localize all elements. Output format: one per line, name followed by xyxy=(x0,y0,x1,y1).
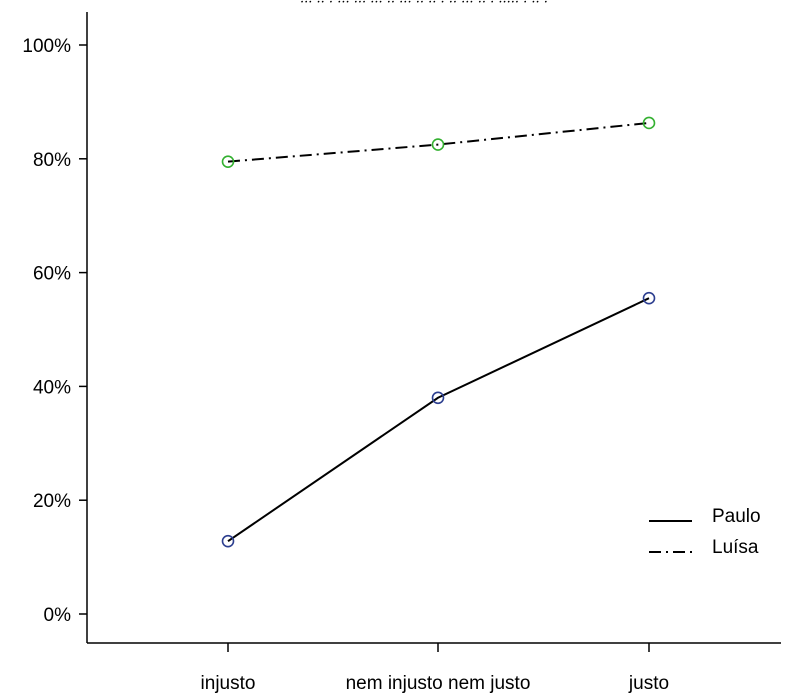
axes xyxy=(86,12,781,644)
data-point-luísa xyxy=(642,116,656,130)
x-tick-label: nem injusto nem justo xyxy=(346,673,531,693)
legend: Paulo Luísa xyxy=(649,506,761,558)
y-tick-label: 20% xyxy=(33,491,71,512)
y-tick-label: 60% xyxy=(33,264,71,285)
x-tick-label: injusto xyxy=(201,673,256,693)
y-tick-label: 40% xyxy=(33,377,71,398)
data-point-luísa xyxy=(221,155,235,168)
data-point-paulo xyxy=(642,291,656,305)
data-point-paulo xyxy=(221,534,235,548)
y-tick-label: 0% xyxy=(44,605,72,626)
y-axis-ticks: 0% 20% 40% 60% 80% 100% xyxy=(22,36,87,626)
data-point-paulo xyxy=(431,391,445,405)
legend-label-paulo: Paulo xyxy=(712,506,761,527)
series-line-paulo xyxy=(227,297,650,542)
series-line-luísa xyxy=(227,121,650,163)
x-axis-ticks: injusto nem injusto nem justo justo xyxy=(201,643,669,693)
data-point-luísa xyxy=(431,138,445,151)
series-group xyxy=(221,116,656,548)
y-tick-label: 100% xyxy=(22,36,71,57)
clipped-top-text: ··· ·· · ··· ··· ··· ·· ··· ·· ·· · ·· ·… xyxy=(300,0,548,10)
legend-label-luísa: Luísa xyxy=(712,537,759,558)
x-tick-label: justo xyxy=(628,673,669,693)
y-tick-label: 80% xyxy=(33,150,71,171)
